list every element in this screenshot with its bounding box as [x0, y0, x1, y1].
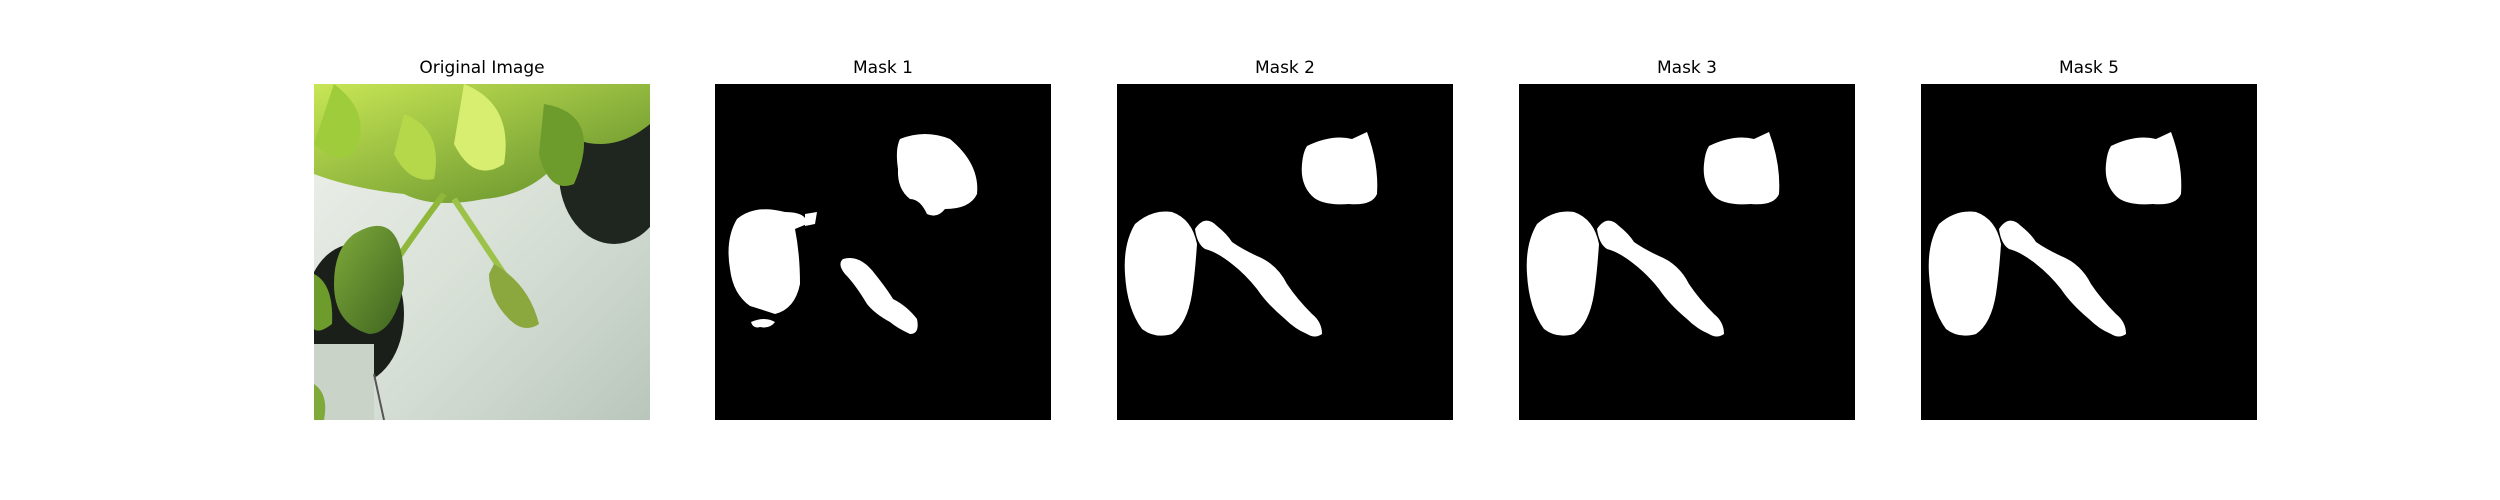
mask-5 — [1921, 84, 2257, 420]
mask-1 — [715, 84, 1051, 420]
plant-photo — [314, 84, 650, 420]
original-image-panel: Original Image — [314, 0, 650, 500]
mask-3 — [1519, 84, 1855, 420]
mask-2 — [1117, 84, 1453, 420]
mask-3-panel: Mask 3 — [1519, 0, 1855, 500]
mask-5-panel: Mask 5 — [1921, 0, 2257, 500]
original-image — [314, 84, 650, 420]
mask-1-panel: Mask 1 — [715, 0, 1051, 500]
panel-title: Original Image — [419, 58, 545, 78]
mask-3-image — [1519, 84, 1855, 420]
panel-title: Mask 5 — [2058, 58, 2119, 78]
panel-title: Mask 3 — [1656, 58, 1717, 78]
panel-title: Mask 1 — [852, 58, 913, 78]
mask-2-panel: Mask 2 — [1117, 0, 1453, 500]
mask-1-image — [715, 84, 1051, 420]
mask-2-image — [1117, 84, 1453, 420]
mask-5-image — [1921, 84, 2257, 420]
panel-title: Mask 2 — [1254, 58, 1315, 78]
